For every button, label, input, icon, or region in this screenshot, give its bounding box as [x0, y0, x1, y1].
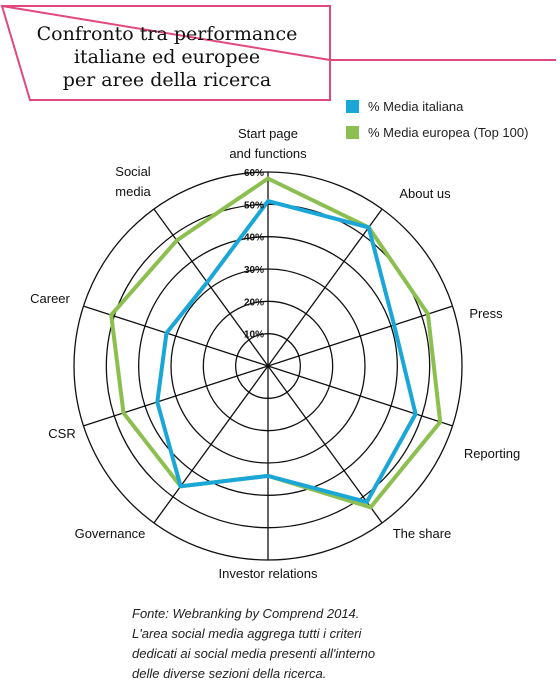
source-note-line-4: delle diverse sezioni della ricerca.: [132, 666, 326, 681]
axis-label-9-line-0: Social: [115, 164, 151, 179]
title-banner: Confronto tra performance italiane ed eu…: [0, 4, 556, 101]
axis-label-7: CSR: [48, 426, 75, 441]
axis-label-6: Governance: [75, 526, 146, 541]
chart-title-line-2: italiane ed europee: [74, 46, 260, 68]
legend-label-europa: % Media europea (Top 100): [368, 125, 528, 140]
chart-title-line-3: per aree della ricerca: [63, 69, 272, 91]
axis-label-9: Social media: [115, 164, 151, 199]
grid-spoke-6: [153, 365, 269, 524]
series-line-italia: [155, 199, 418, 504]
source-note-line-3: dedicati ai social media presenti all'in…: [132, 646, 375, 661]
axis-label-1-line-0: About us: [399, 186, 451, 201]
axis-label-5-line-0: Investor relations: [219, 566, 318, 581]
tick-label-40: 40%: [244, 233, 264, 244]
grid-spoke-4: [267, 365, 383, 524]
grid-spoke-9: [153, 208, 269, 367]
axis-label-5: Investor relations: [219, 566, 318, 581]
axis-label-0-line-0: Start page: [238, 126, 298, 141]
axis-label-8: Career: [30, 291, 70, 306]
legend: % Media italiana % Media europea (Top 10…: [346, 99, 528, 140]
axis-label-8-line-0: Career: [30, 291, 70, 306]
tick-label-60: 60%: [244, 168, 264, 179]
axis-label-2-line-0: Press: [469, 306, 503, 321]
axis-label-2: Press: [469, 306, 503, 321]
radar-series: [109, 176, 443, 510]
legend-swatch-italia: [346, 100, 359, 113]
grid-spoke-2: [267, 305, 453, 367]
radar-ticks: 10% 20% 30% 40% 50% 60%: [244, 168, 264, 341]
tick-label-20: 20%: [244, 297, 264, 308]
axis-label-9-line-1: media: [115, 184, 151, 199]
source-note: Fonte: Webranking by Comprend 2014. L'ar…: [132, 606, 375, 681]
source-note-line-2: L'area social media aggrega tutti i crit…: [132, 626, 362, 641]
axis-label-4: The share: [393, 526, 452, 541]
grid-spoke-7: [83, 365, 269, 427]
axis-label-1: About us: [399, 186, 451, 201]
source-note-line-1: Fonte: Webranking by Comprend 2014.: [132, 606, 359, 621]
axis-label-0-line-1: and functions: [229, 146, 307, 161]
axis-label-0: Start page and functions: [229, 126, 307, 161]
axis-label-6-line-0: Governance: [75, 526, 146, 541]
grid-spoke-1: [267, 208, 383, 367]
radar-axis-labels: Start page and functions About us Press Repo…: [30, 126, 520, 581]
grid-spoke-3: [267, 365, 453, 427]
axis-label-3: Reporting: [464, 446, 520, 461]
legend-swatch-europa: [346, 126, 359, 139]
legend-label-italia: % Media italiana: [368, 99, 464, 114]
axis-label-7-line-0: CSR: [48, 426, 75, 441]
tick-label-10: 10%: [244, 330, 264, 341]
tick-label-50: 50%: [244, 200, 264, 211]
grid-spoke-8: [83, 305, 269, 367]
axis-label-4-line-0: The share: [393, 526, 452, 541]
tick-label-30: 30%: [244, 265, 264, 276]
chart-title-line-1: Confronto tra performance: [37, 23, 298, 45]
title-frame: [0, 4, 556, 101]
axis-label-3-line-0: Reporting: [464, 446, 520, 461]
radar-grid: [73, 171, 463, 561]
